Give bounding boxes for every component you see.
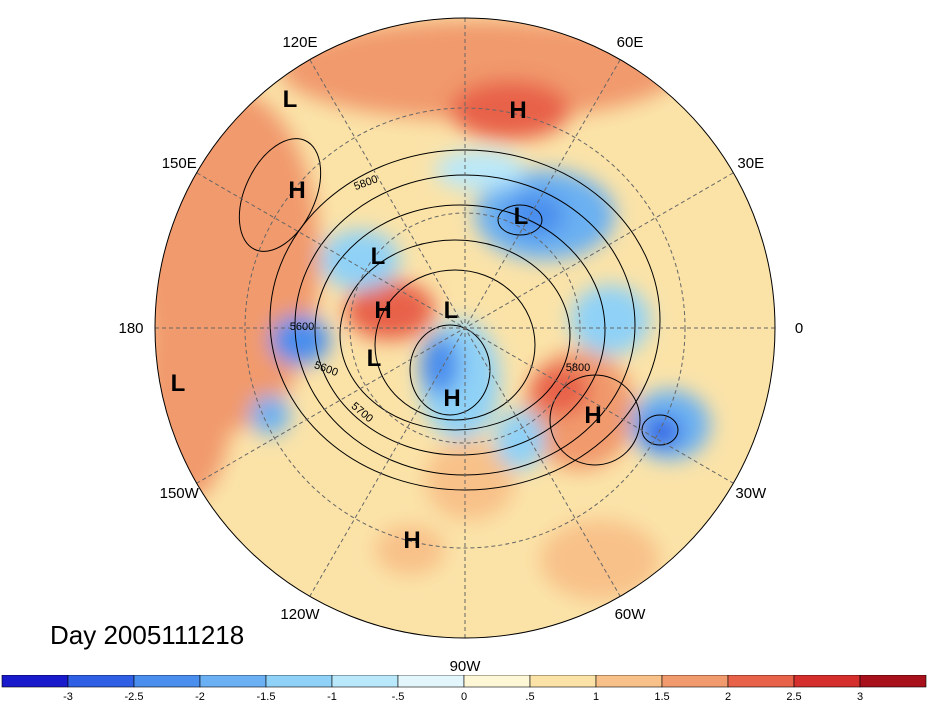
low-pressure-marker: L xyxy=(371,243,386,270)
colorbar-swatch xyxy=(727,675,795,688)
colorbar-swatch xyxy=(1,675,69,688)
colorbar-swatch xyxy=(133,675,201,688)
plot-title: Day 2005111218 xyxy=(50,620,245,650)
colorbar-tick-label: 2 xyxy=(725,691,731,702)
colorbar-tick-label: -3 xyxy=(63,691,73,702)
longitude-labels: 90E60E30E030W60W90W120W150W180150E120E xyxy=(118,34,803,675)
colorbar-swatch xyxy=(463,675,531,688)
high-pressure-marker: H xyxy=(509,97,526,124)
graticule xyxy=(155,18,775,638)
colorbar-tick-label: 1.5 xyxy=(654,691,669,702)
high-pressure-marker: H xyxy=(288,177,305,204)
colorbar-swatch xyxy=(67,675,135,688)
colorbar-tick-label: 1 xyxy=(593,691,599,702)
longitude-label: 120W xyxy=(280,606,320,623)
colorbar-tick-label: 0 xyxy=(461,691,467,702)
low-pressure-marker: L xyxy=(514,203,529,230)
colorbar-swatch xyxy=(199,675,267,688)
colorbar-swatch xyxy=(397,675,465,688)
longitude-label: 30W xyxy=(735,485,767,502)
longitude-label: 150W xyxy=(160,485,200,502)
high-pressure-marker: H xyxy=(443,385,460,412)
colorbar-swatch xyxy=(331,675,399,688)
colorbar-tick-label: -.5 xyxy=(392,691,405,702)
longitude-label: 150E xyxy=(162,155,197,172)
polar-map: 90E60E30E030W60W90W120W150W180150E120E L… xyxy=(118,17,803,675)
colorbar-tick-label: -1 xyxy=(327,691,337,702)
colorbar-tick-label: -2.5 xyxy=(125,691,144,702)
colorbar-swatch xyxy=(661,675,729,688)
colorbar-swatch xyxy=(529,675,597,688)
colorbar-swatch xyxy=(793,675,861,688)
longitude-label: 90W xyxy=(450,658,482,675)
low-pressure-marker: L xyxy=(171,370,186,397)
low-pressure-marker: L xyxy=(283,86,298,113)
colorbar-tick-label: 2.5 xyxy=(786,691,801,702)
colorbar-swatch xyxy=(265,675,333,688)
longitude-label: 60W xyxy=(615,606,647,623)
colorbar-swatch xyxy=(595,675,663,688)
contour-label: 5800 xyxy=(566,362,590,374)
anomaly-field xyxy=(155,18,775,638)
longitude-label: 120E xyxy=(282,34,317,51)
colorbar-tick-label: 3 xyxy=(857,691,863,702)
longitude-label: 30E xyxy=(737,155,764,172)
colorbar-swatch xyxy=(859,675,927,688)
high-pressure-marker: H xyxy=(374,297,391,324)
longitude-label: 180 xyxy=(118,320,143,337)
colorbar: -3 -2.5 -2 -1.5 -1 -.5 0 .5 1 1.5 2 2.5 3 xyxy=(1,675,927,702)
colorbar-tick-label: -1.5 xyxy=(257,691,276,702)
colorbar-tick-label: -2 xyxy=(195,691,205,702)
high-pressure-marker: H xyxy=(584,402,601,429)
high-pressure-marker: H xyxy=(403,527,420,554)
longitude-label: 0 xyxy=(795,320,803,337)
low-pressure-marker: L xyxy=(367,345,382,372)
map-border xyxy=(154,17,776,639)
colorbar-tick-label: .5 xyxy=(525,691,534,702)
low-pressure-marker: L xyxy=(444,297,459,324)
contour-label: 5600 xyxy=(290,321,314,333)
longitude-label: 60E xyxy=(617,34,644,51)
